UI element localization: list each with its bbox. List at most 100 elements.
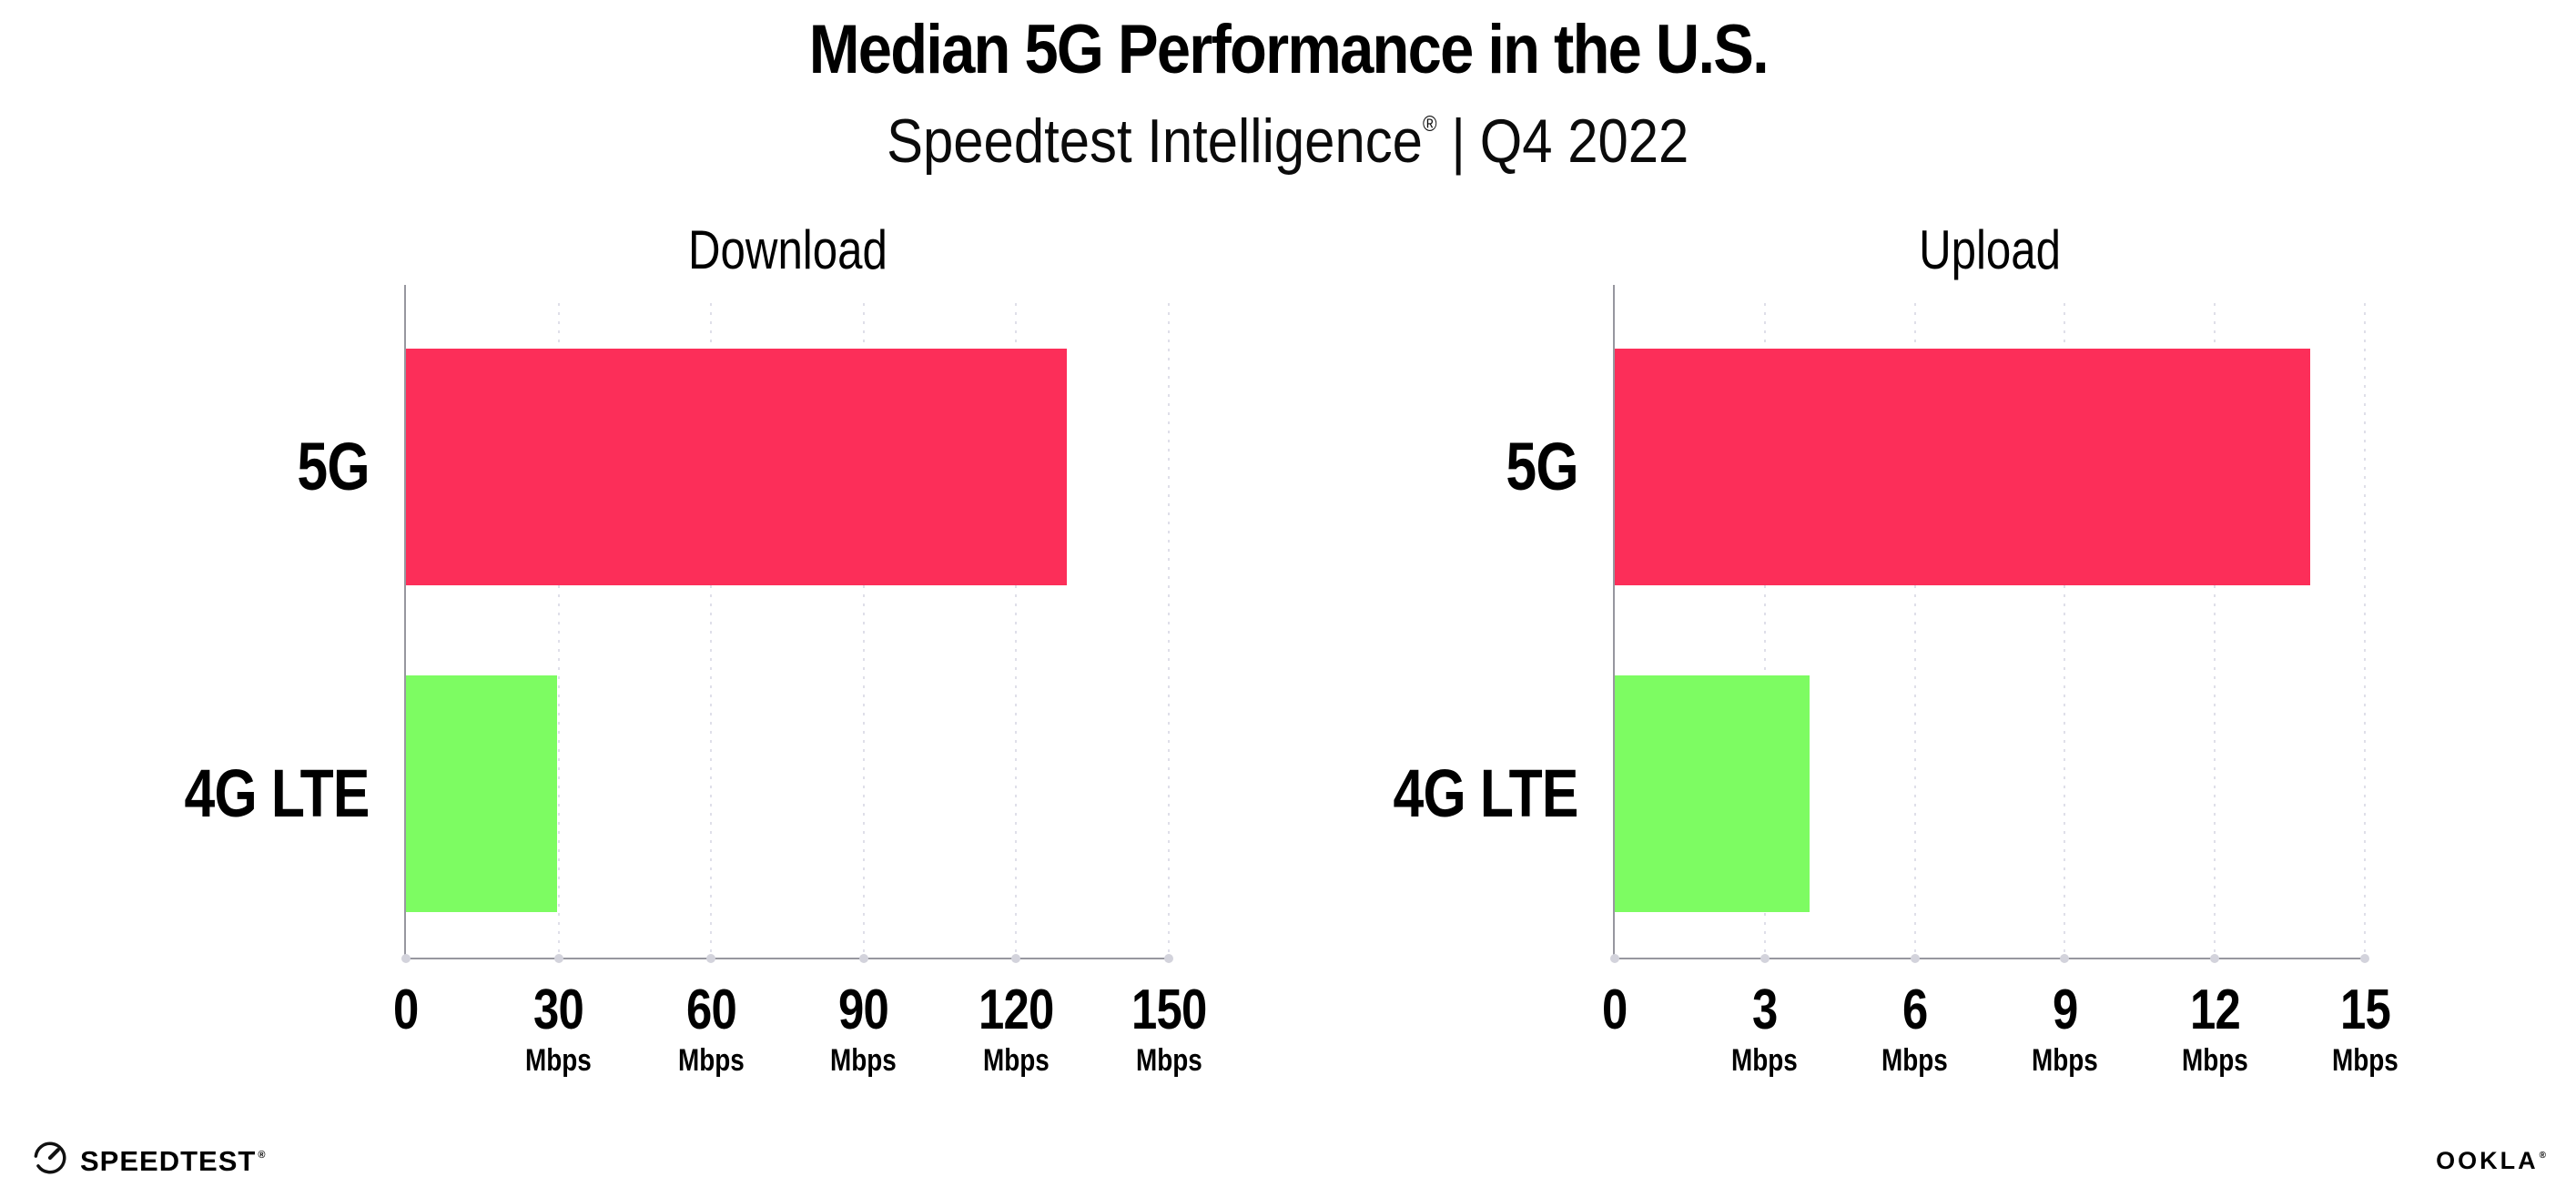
download-chart-title: Download xyxy=(406,220,1169,280)
tick-number-text: 9 xyxy=(2052,979,2078,1041)
tick-label: 6 Mbps xyxy=(1833,981,1997,1079)
tick-unit: Mbps xyxy=(1087,1043,1251,1078)
category-label-text: 5G xyxy=(1506,428,1579,504)
tick-unit-text: Mbps xyxy=(1731,1043,1799,1078)
y-axis-line xyxy=(1613,285,1615,959)
tick-number-text: 90 xyxy=(838,979,889,1041)
upload-chart-title: Upload xyxy=(1615,220,2365,280)
x-axis-line xyxy=(404,958,1172,959)
subtitle-brand: Speedtest Intelligence xyxy=(887,107,1424,176)
tick-number: 120 xyxy=(934,981,1098,1040)
tick-unit-text: Mbps xyxy=(982,1043,1050,1078)
tick-unit: Mbps xyxy=(477,1043,641,1078)
page-subtitle: Speedtest Intelligence® | Q4 2022 xyxy=(0,91,2576,175)
tick-unit-text: Mbps xyxy=(677,1043,745,1078)
tick-number: 15 xyxy=(2283,981,2447,1040)
ookla-logo: OOKLA® xyxy=(2436,1142,2549,1174)
tick-number: 60 xyxy=(629,981,793,1040)
speedtest-gauge-icon xyxy=(34,1141,66,1174)
tick-number-text: 150 xyxy=(1131,979,1207,1041)
gridline-15-mbps xyxy=(2364,303,2366,958)
speedtest-logo: SPEEDTEST ® xyxy=(31,1136,266,1180)
bar-5g xyxy=(1615,348,2310,585)
axis-tick-dot xyxy=(706,954,716,963)
tick-label: 0 xyxy=(1533,981,1697,1040)
axis-tick-dot xyxy=(2210,954,2220,963)
tick-unit: Mbps xyxy=(934,1043,1098,1078)
axis-tick-dot xyxy=(553,954,563,963)
gridline-60-mbps xyxy=(710,303,713,958)
page-title-text: Median 5G Performance in the U.S. xyxy=(808,11,1769,88)
tick-unit: Mbps xyxy=(2283,1043,2447,1078)
axis-tick-dot xyxy=(1760,954,1770,963)
axis-tick-dot xyxy=(1011,954,1021,963)
upload-chart-title-text: Upload xyxy=(1919,219,2061,280)
tick-label: 15 Mbps xyxy=(2283,981,2447,1079)
ookla-wordmark-text: OOKLA xyxy=(2436,1147,2539,1174)
tick-number-text: 60 xyxy=(685,979,737,1041)
axis-tick-dot xyxy=(401,954,411,963)
tick-label: 90 Mbps xyxy=(782,981,946,1079)
tick-number-text: 30 xyxy=(533,979,584,1041)
tick-number: 30 xyxy=(477,981,641,1040)
axis-tick-dot xyxy=(2360,954,2369,963)
page-subtitle-text: Speedtest Intelligence® | Q4 2022 xyxy=(887,91,1689,175)
gridline-9-mbps xyxy=(2064,303,2066,958)
axis-tick-dot xyxy=(858,954,868,963)
gridline-12-mbps xyxy=(2214,303,2216,958)
speedtest-wordmark: SPEEDTEST ® xyxy=(80,1140,266,1177)
tick-unit-text: Mbps xyxy=(1135,1043,1202,1078)
tick-label: 30 Mbps xyxy=(477,981,641,1079)
category-label: 5G xyxy=(1123,428,1579,505)
tick-number: 3 xyxy=(1683,981,1847,1040)
tick-unit-text: Mbps xyxy=(830,1043,898,1078)
tick-label: 12 Mbps xyxy=(2133,981,2297,1079)
tick-unit-text: Mbps xyxy=(2181,1043,2248,1078)
x-axis-line xyxy=(1613,958,2368,959)
bar-4g-lte xyxy=(406,675,558,913)
tick-unit: Mbps xyxy=(1983,1043,2146,1078)
download-chart-title-text: Download xyxy=(687,219,887,280)
tick-number-text: 15 xyxy=(2339,979,2391,1041)
gridline-120-mbps xyxy=(1015,303,1018,958)
axis-tick-dot xyxy=(1910,954,1920,963)
tick-number: 0 xyxy=(1533,981,1697,1040)
tick-unit: Mbps xyxy=(1833,1043,1997,1078)
tick-number: 90 xyxy=(782,981,946,1040)
subtitle-divider: | xyxy=(1451,107,1466,176)
ookla-registered-mark: ® xyxy=(2539,1151,2549,1161)
tick-number-text: 6 xyxy=(1902,979,1928,1041)
tick-unit: Mbps xyxy=(629,1043,793,1078)
tick-number: 9 xyxy=(1983,981,2146,1040)
tick-unit: Mbps xyxy=(1683,1043,1847,1078)
gridline-30-mbps xyxy=(557,303,560,958)
category-label: 5G xyxy=(0,429,370,505)
y-axis-line xyxy=(404,285,406,959)
category-label: 4G LTE xyxy=(0,756,370,832)
category-label-text: 4G LTE xyxy=(185,756,370,832)
tick-unit: Mbps xyxy=(2133,1043,2297,1078)
tick-unit-text: Mbps xyxy=(525,1043,592,1078)
tick-number: 12 xyxy=(2133,981,2297,1040)
axis-tick-dot xyxy=(1610,954,1619,963)
gridline-90-mbps xyxy=(862,303,865,958)
tick-number-text: 0 xyxy=(393,979,419,1041)
gridline-3-mbps xyxy=(1763,303,1766,958)
speedtest-registered-mark: ® xyxy=(258,1149,267,1161)
tick-number-text: 0 xyxy=(1602,979,1628,1041)
subtitle-period: Q4 2022 xyxy=(1480,107,1689,176)
speedtest-wordmark-text: SPEEDTEST xyxy=(80,1144,257,1177)
tick-number: 6 xyxy=(1833,981,1997,1040)
tick-number-text: 12 xyxy=(2189,979,2241,1041)
tick-label: 120 Mbps xyxy=(934,981,1098,1079)
axis-tick-dot xyxy=(1164,954,1173,963)
category-label-text: 4G LTE xyxy=(1394,756,1579,832)
bar-5g xyxy=(406,348,1068,585)
axis-tick-dot xyxy=(2060,954,2070,963)
tick-number: 150 xyxy=(1087,981,1251,1040)
tick-number-text: 3 xyxy=(1752,979,1778,1041)
registered-mark: ® xyxy=(1423,112,1437,137)
tick-number-text: 120 xyxy=(979,979,1054,1041)
category-label-text: 5G xyxy=(297,428,370,504)
